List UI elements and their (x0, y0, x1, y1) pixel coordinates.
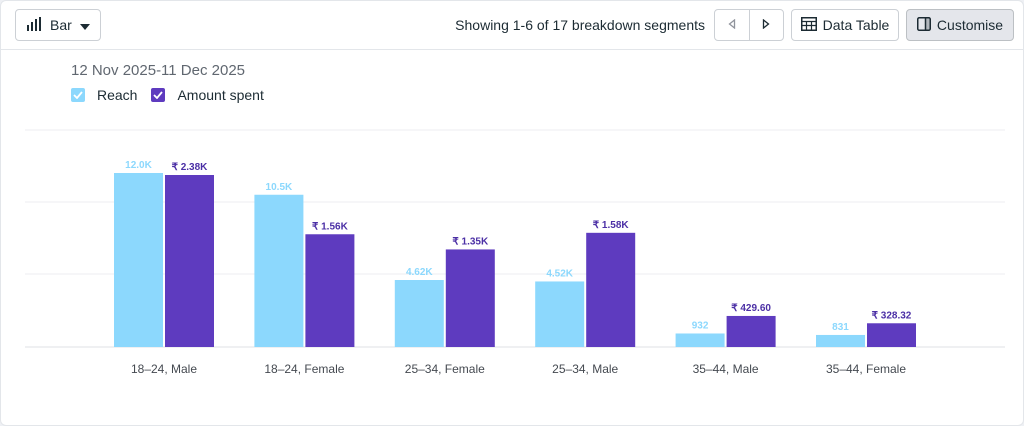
bar-amount-spent (726, 315, 776, 347)
triangle-right-icon (762, 16, 770, 34)
data-table-label: Data Table (822, 17, 890, 33)
bar-reach (114, 173, 163, 347)
bar-reach (254, 194, 304, 347)
data-label-reach: 12.0K (125, 160, 152, 171)
previous-page-button[interactable] (715, 10, 749, 40)
x-tick-label: 18–24, Female (264, 362, 344, 376)
bar-chart-icon (26, 16, 42, 34)
data-label-amount-spent: ₹ 328.32 (872, 310, 912, 321)
x-tick-label: 35–44, Male (693, 362, 759, 376)
customise-label: Customise (936, 17, 1004, 33)
legend-label-amount-spent: Amount spent (177, 87, 264, 103)
bar-amount-spent (867, 323, 916, 347)
legend-label-reach: Reach (97, 87, 138, 103)
data-table-button[interactable]: Data Table (791, 9, 899, 41)
data-label-amount-spent: ₹ 1.35K (452, 236, 489, 247)
segment-pagination (714, 9, 784, 41)
data-label-reach: 4.52K (546, 268, 573, 279)
amount-spent-checkbox[interactable] (151, 88, 166, 102)
data-label-reach: 932 (692, 320, 709, 331)
data-label-amount-spent: ₹ 1.58K (593, 220, 630, 231)
reach-checkbox[interactable] (71, 88, 85, 102)
data-label-reach: 10.5K (266, 182, 293, 193)
chart-type-dropdown[interactable]: Bar (15, 9, 101, 41)
data-label-amount-spent: ₹ 429.60 (731, 303, 771, 314)
data-label-reach: 4.62K (406, 267, 433, 278)
legend-item-reach[interactable]: Reach (71, 87, 137, 103)
customise-button[interactable]: Customise (906, 9, 1014, 41)
data-label-reach: 831 (832, 322, 849, 333)
segments-status: Showing 1-6 of 17 breakdown segments (455, 17, 705, 33)
bar-reach (535, 281, 585, 347)
date-range: 12 Nov 2025-11 Dec 2025 (71, 62, 246, 79)
x-tick-label: 18–24, Male (131, 362, 197, 376)
bar-reach (816, 334, 865, 347)
bar-reach (675, 333, 725, 347)
legend-item-amount-spent[interactable]: Amount spent (151, 87, 264, 103)
toolbar: Bar Showing 1-6 of 17 breakdown segments (1, 1, 1023, 50)
x-tick-label: 35–44, Female (826, 362, 906, 376)
bar-amount-spent (305, 234, 355, 347)
x-tick-label: 25–34, Male (552, 362, 618, 376)
bar-amount-spent (445, 249, 495, 347)
chart-type-label: Bar (50, 17, 72, 33)
chart-legend: Reach Amount spent (71, 87, 278, 103)
data-label-amount-spent: ₹ 1.56K (312, 221, 349, 232)
panel-layout-icon (916, 16, 931, 34)
x-tick-label: 25–34, Female (405, 362, 485, 376)
next-page-button[interactable] (748, 10, 784, 40)
caret-down-icon (79, 17, 90, 33)
triangle-left-icon (728, 16, 736, 34)
table-icon (800, 16, 817, 34)
bar-amount-spent (586, 232, 636, 347)
data-label-amount-spent: ₹ 2.38K (172, 162, 209, 173)
bar-amount-spent (165, 175, 214, 347)
bar-reach (394, 280, 444, 347)
